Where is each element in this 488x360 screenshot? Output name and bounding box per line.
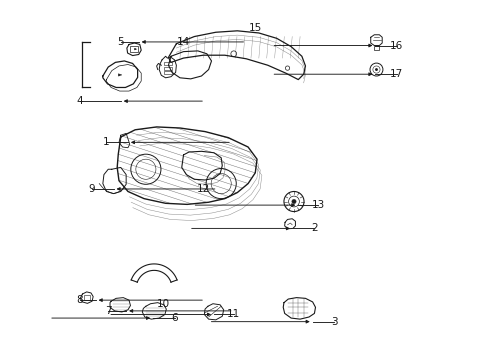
Text: 11: 11 [226, 310, 240, 319]
Text: 3: 3 [330, 317, 337, 327]
Text: 1: 1 [103, 138, 109, 147]
Text: 9: 9 [89, 184, 95, 194]
Circle shape [374, 68, 377, 71]
Text: 16: 16 [389, 41, 403, 50]
Text: 6: 6 [171, 313, 178, 323]
Text: 5: 5 [117, 37, 124, 47]
Text: 7: 7 [105, 306, 111, 316]
Bar [163, 67, 171, 69]
Bar [163, 71, 171, 74]
Text: 8: 8 [76, 295, 82, 305]
Text: 13: 13 [311, 200, 324, 210]
Circle shape [291, 199, 296, 204]
Bar [83, 295, 90, 301]
Bar [373, 45, 379, 50]
Bar [163, 62, 171, 65]
Text: 2: 2 [310, 224, 317, 233]
Text: 14: 14 [177, 37, 190, 47]
Text: 15: 15 [248, 23, 262, 33]
Text: 12: 12 [196, 184, 209, 194]
Text: 4: 4 [76, 96, 82, 106]
Text: 17: 17 [389, 69, 403, 79]
Bar [130, 46, 138, 52]
Text: 10: 10 [157, 299, 170, 309]
